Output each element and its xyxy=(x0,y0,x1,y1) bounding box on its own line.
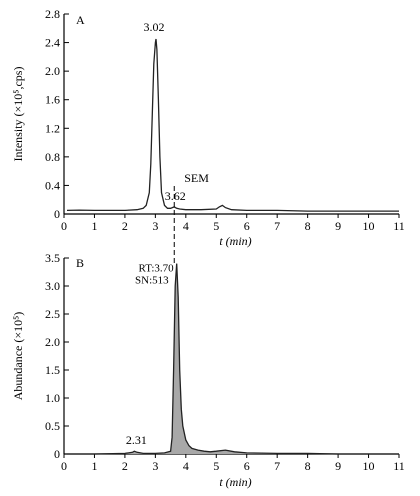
series-line xyxy=(66,38,399,212)
y-tick-label: 0.5 xyxy=(45,419,60,433)
x-axis-label: t (min) xyxy=(219,234,251,248)
x-tick-label: 2 xyxy=(122,219,128,233)
y-tick-label: 2.0 xyxy=(45,64,60,78)
x-tick-label: 1 xyxy=(91,459,97,473)
series-line xyxy=(67,263,399,455)
sn-label: SN:513 xyxy=(135,275,169,287)
x-tick-label: 2 xyxy=(122,459,128,473)
x-tick-label: 11 xyxy=(393,219,405,233)
x-tick-label: 3 xyxy=(152,219,158,233)
x-tick-label: 4 xyxy=(183,219,189,233)
x-tick-label: 0 xyxy=(61,219,67,233)
y-axis-label: Intensity (×10⁵,cps) xyxy=(11,67,25,162)
x-tick-label: 9 xyxy=(335,459,341,473)
rt-label: RT:3.70 xyxy=(139,263,175,275)
x-tick-label: 6 xyxy=(244,219,250,233)
y-tick-label: 2.8 xyxy=(45,7,60,21)
y-tick-label: 2.4 xyxy=(45,36,60,50)
panel-label: B xyxy=(76,256,84,270)
y-tick-label: 3.0 xyxy=(45,279,60,293)
x-tick-label: 5 xyxy=(213,219,219,233)
x-axis-label: t (min) xyxy=(219,475,251,489)
y-tick-label: 1.2 xyxy=(45,121,60,135)
peak-label: 3.02 xyxy=(143,20,164,34)
x-tick-label: 10 xyxy=(363,219,375,233)
y-tick-label: 0 xyxy=(54,447,60,461)
x-tick-label: 8 xyxy=(305,219,311,233)
series-area xyxy=(67,263,399,454)
sem-label: SEM xyxy=(184,171,209,185)
y-tick-label: 1.6 xyxy=(45,93,60,107)
panel-label: A xyxy=(76,13,85,27)
x-tick-label: 1 xyxy=(91,219,97,233)
x-tick-label: 8 xyxy=(305,459,311,473)
x-tick-label: 7 xyxy=(274,459,280,473)
y-tick-label: 1.0 xyxy=(45,391,60,405)
y-tick-label: 2.5 xyxy=(45,307,60,321)
chart-panel-a: 0 1 2 3 4 5 6 7 8 9 10 11 0 0.4 0.8 1.2 1.6 2.0 2.4 2.8 Inte… xyxy=(11,7,405,248)
y-tick-label: 0.4 xyxy=(45,178,60,192)
y-axis-label: Abundance (×10⁵) xyxy=(11,312,25,401)
y-tick-label: 2.0 xyxy=(45,335,60,349)
y-tick-label: 1.5 xyxy=(45,363,60,377)
y-tick-label: 0 xyxy=(54,207,60,221)
x-tick-label: 0 xyxy=(61,459,67,473)
chart-panel-b: 0 1 2 3 4 5 6 7 8 9 10 11 0 0.5 1.0 1.5 2.0 2.5 3.0 3.5 Abun… xyxy=(11,251,405,489)
x-tick-label: 6 xyxy=(244,459,250,473)
x-tick-label: 7 xyxy=(274,219,280,233)
x-tick-label: 4 xyxy=(183,459,189,473)
y-tick-label: 3.5 xyxy=(45,251,60,265)
x-tick-label: 3 xyxy=(152,459,158,473)
x-tick-label: 10 xyxy=(363,459,375,473)
peak-label: 2.31 xyxy=(126,433,147,447)
y-tick-label: 0.8 xyxy=(45,150,60,164)
peak-label: 3.62 xyxy=(165,189,186,203)
x-tick-label: 9 xyxy=(335,219,341,233)
x-tick-label: 11 xyxy=(393,459,405,473)
x-tick-label: 5 xyxy=(213,459,219,473)
